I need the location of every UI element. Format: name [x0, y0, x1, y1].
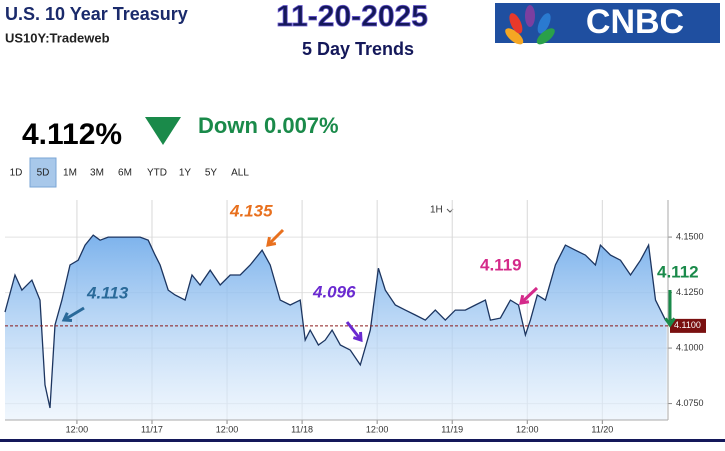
- y-tick-label: 4.1000: [676, 342, 704, 352]
- annotation-arrow-head: [61, 312, 73, 322]
- annotation-arrow-head: [352, 331, 363, 343]
- range-button[interactable]: 1D: [10, 168, 23, 179]
- down-arrow: [145, 117, 181, 145]
- annotation: 4.096: [312, 282, 356, 301]
- y-tick-label: 4.1500: [676, 231, 704, 241]
- price: 4.112%: [22, 118, 122, 151]
- annotation-arrow-head: [519, 294, 530, 305]
- annotation-arrow: [519, 286, 539, 305]
- peacock: [505, 5, 555, 45]
- annotation-arrow: [63, 306, 85, 322]
- annotation: 4.119: [480, 255, 522, 274]
- range-button[interactable]: 6M: [118, 168, 132, 179]
- annotation-arrow-head: [266, 236, 277, 247]
- line: [4, 234, 668, 409]
- range-button[interactable]: 1Y: [179, 168, 192, 179]
- brand: CNBC: [586, 3, 684, 41]
- x-tick-label: 11/18: [291, 424, 313, 434]
- x-tick-label: 11/19: [441, 424, 463, 434]
- annotation: 4.112: [657, 262, 699, 281]
- y-tick-label: 4.1250: [676, 287, 704, 297]
- title: U.S. 10 Year Treasury: [5, 4, 188, 24]
- range-button[interactable]: 3M: [90, 168, 104, 179]
- last-tag: [670, 318, 706, 333]
- x-tick-label: 12:00: [216, 424, 239, 434]
- range-button[interactable]: ALL: [231, 168, 249, 179]
- range-selected: [29, 157, 57, 188]
- annotation: 4.113: [86, 283, 129, 302]
- x-tick-label: 11/17: [141, 424, 163, 434]
- x-tick-label: 11/20: [591, 424, 613, 434]
- symbol: US10Y:Tradeweb: [5, 30, 110, 45]
- annotation-arrow: [266, 228, 285, 247]
- x-tick-label: 12:00: [516, 424, 539, 434]
- date: 11-20-2025: [276, 0, 428, 33]
- x-tick-label: 12:00: [366, 424, 389, 434]
- last-tag-label: 4.1100: [674, 320, 701, 330]
- annotation-arrow: [345, 321, 363, 341]
- area: [5, 235, 667, 420]
- annotation-arrow-head: [664, 317, 676, 328]
- range-button[interactable]: 5Y: [205, 168, 218, 179]
- x-tick-label: 12:00: [66, 424, 89, 434]
- bottom-bar: [0, 439, 725, 442]
- range-button[interactable]: 1M: [63, 168, 77, 179]
- subtitle: 5 Day Trends: [302, 39, 414, 59]
- y-tick-label: 4.0750: [676, 398, 704, 408]
- range-button[interactable]: YTD: [147, 168, 167, 179]
- change: Down 0.007%: [198, 113, 339, 138]
- interval[interactable]: 1H: [430, 205, 443, 216]
- range-button[interactable]: 5D: [37, 168, 50, 179]
- annotation: 4.135: [229, 201, 273, 220]
